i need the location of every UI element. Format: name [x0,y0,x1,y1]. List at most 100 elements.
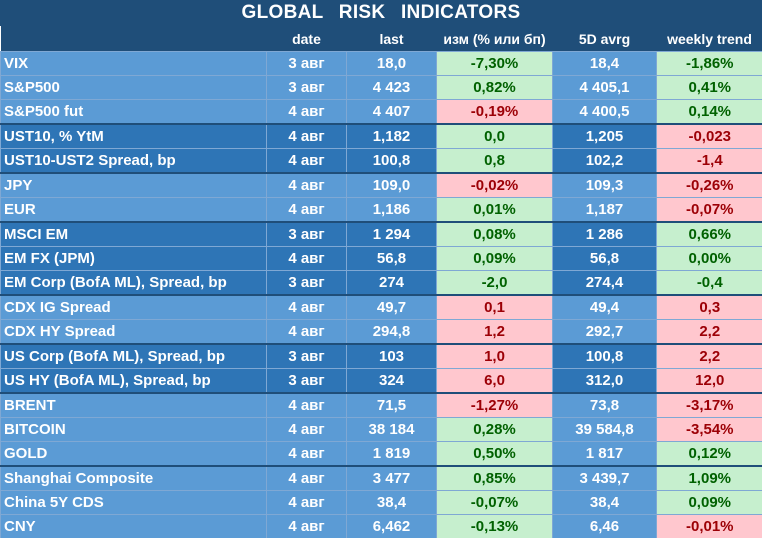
weekly-trend-value: 2,2 [657,320,762,345]
indicator-name: UST10, % YtM [1,124,267,149]
indicator-name: BITCOIN [1,418,267,442]
avg-5d-value: 4 400,5 [553,100,657,125]
indicator-name: CDX HY Spread [1,320,267,345]
change-value: -0,02% [437,173,553,198]
indicator-name: CDX IG Spread [1,295,267,320]
table-title: GLOBAL RISK INDICATORS [0,0,762,26]
date-cell: 4 авг [267,295,347,320]
date-cell: 4 авг [267,149,347,174]
avg-5d-value: 73,8 [553,393,657,418]
change-value: 0,82% [437,76,553,100]
header-change: изм (% или бп) [437,26,553,52]
change-value: 0,01% [437,198,553,223]
last-value: 4 423 [347,76,437,100]
change-value: -0,13% [437,515,553,538]
weekly-trend-value: -1,86% [657,52,762,76]
date-cell: 3 авг [267,52,347,76]
indicators-grid: date last изм (% или бп) 5D avrg weekly … [0,26,762,538]
avg-5d-value: 49,4 [553,295,657,320]
last-value: 103 [347,344,437,369]
weekly-trend-value: -3,17% [657,393,762,418]
weekly-trend-value: -3,54% [657,418,762,442]
avg-5d-value: 18,4 [553,52,657,76]
weekly-trend-value: 0,3 [657,295,762,320]
indicator-name: BRENT [1,393,267,418]
change-value: 1,2 [437,320,553,345]
last-value: 56,8 [347,247,437,271]
date-cell: 4 авг [267,393,347,418]
weekly-trend-value: 0,66% [657,222,762,247]
avg-5d-value: 312,0 [553,369,657,394]
header-last: last [347,26,437,52]
change-value: -2,0 [437,271,553,296]
avg-5d-value: 292,7 [553,320,657,345]
last-value: 324 [347,369,437,394]
last-value: 18,0 [347,52,437,76]
last-value: 38,4 [347,491,437,515]
avg-5d-value: 1 286 [553,222,657,247]
date-cell: 3 авг [267,222,347,247]
weekly-trend-value: 0,09% [657,491,762,515]
header-weekly-trend: weekly trend [657,26,762,52]
weekly-trend-value: -0,07% [657,198,762,223]
avg-5d-value: 38,4 [553,491,657,515]
change-value: 0,85% [437,466,553,491]
last-value: 38 184 [347,418,437,442]
last-value: 49,7 [347,295,437,320]
avg-5d-value: 1 817 [553,442,657,467]
indicator-name: US HY (BofA ML), Spread, bp [1,369,267,394]
change-value: -1,27% [437,393,553,418]
indicator-name: US Corp (BofA ML), Spread, bp [1,344,267,369]
avg-5d-value: 1,205 [553,124,657,149]
weekly-trend-value: 12,0 [657,369,762,394]
last-value: 1 819 [347,442,437,467]
last-value: 109,0 [347,173,437,198]
indicator-name: VIX [1,52,267,76]
date-cell: 4 авг [267,320,347,345]
date-cell: 4 авг [267,466,347,491]
indicator-name: Shanghai Composite [1,466,267,491]
weekly-trend-value: 1,09% [657,466,762,491]
date-cell: 3 авг [267,271,347,296]
change-value: 0,8 [437,149,553,174]
weekly-trend-value: -1,4 [657,149,762,174]
indicator-name: JPY [1,173,267,198]
last-value: 4 407 [347,100,437,125]
date-cell: 3 авг [267,369,347,394]
avg-5d-value: 1,187 [553,198,657,223]
indicator-name: EM FX (JPM) [1,247,267,271]
last-value: 1,182 [347,124,437,149]
indicator-name: UST10-UST2 Spread, bp [1,149,267,174]
date-cell: 4 авг [267,515,347,538]
date-cell: 4 авг [267,100,347,125]
change-value: -0,19% [437,100,553,125]
date-cell: 4 авг [267,124,347,149]
last-value: 294,8 [347,320,437,345]
date-cell: 4 авг [267,442,347,467]
avg-5d-value: 56,8 [553,247,657,271]
weekly-trend-value: -0,023 [657,124,762,149]
indicator-name: S&P500 fut [1,100,267,125]
last-value: 100,8 [347,149,437,174]
indicator-name: EM Corp (BofA ML), Spread, bp [1,271,267,296]
last-value: 1,186 [347,198,437,223]
header-name [1,26,267,52]
